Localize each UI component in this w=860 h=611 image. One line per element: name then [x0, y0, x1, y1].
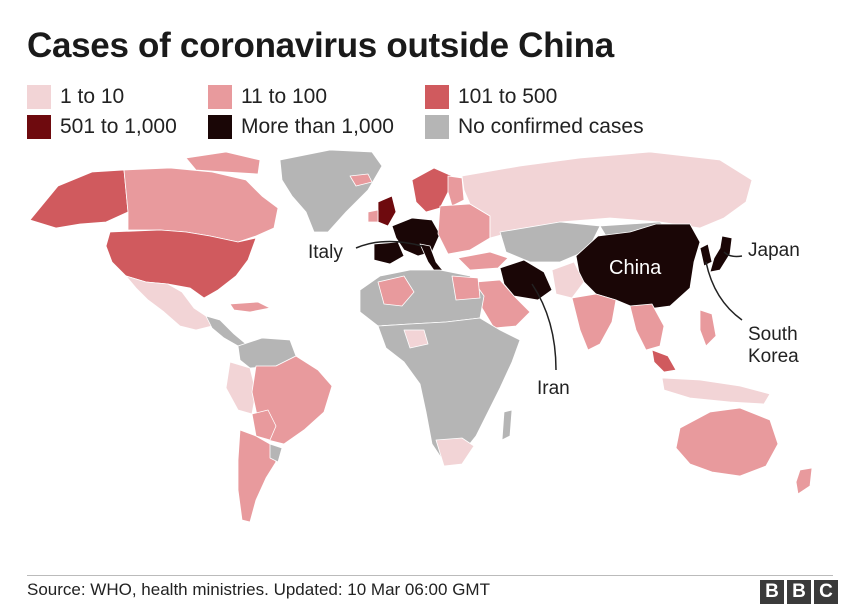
iran-label: Iran — [537, 378, 570, 399]
south-korea — [699, 243, 713, 267]
peru — [225, 361, 257, 415]
southeast-asia — [629, 303, 665, 351]
caribbean — [229, 301, 271, 313]
japan-label: Japan — [748, 240, 800, 261]
legend-swatch — [208, 85, 232, 109]
central-asia — [499, 221, 601, 263]
argentina — [237, 429, 277, 523]
italy-leader-line — [355, 240, 423, 249]
legend-item-11-to-100: 11 to 100 — [208, 84, 327, 110]
legend-swatch — [27, 115, 51, 139]
legend-label: More than 1,000 — [241, 115, 394, 138]
south-africa — [435, 437, 475, 467]
bbc-logo-letter: B — [787, 580, 811, 604]
greenland — [279, 149, 383, 233]
italy-label: Italy — [308, 242, 343, 263]
bolivia — [251, 409, 277, 441]
chart-title: Cases of coronavirus outside China — [27, 26, 614, 65]
indonesia — [661, 377, 771, 405]
legend-swatch — [425, 85, 449, 109]
new-zealand — [795, 467, 813, 495]
arabia — [475, 279, 531, 329]
india — [571, 293, 617, 351]
legend-swatch — [425, 115, 449, 139]
south-korea-label-line1: South — [748, 324, 798, 345]
algeria — [377, 275, 415, 307]
legend-label: 101 to 500 — [458, 85, 558, 108]
source-note: Source: WHO, health ministries. Updated:… — [27, 580, 490, 599]
egypt — [451, 275, 481, 301]
south-korea-leader-line — [705, 261, 743, 321]
scandinavia — [411, 167, 453, 213]
footer-divider — [27, 575, 833, 576]
canada-islands — [185, 151, 261, 175]
canada — [123, 167, 279, 243]
bbc-logo-letter: C — [814, 580, 838, 604]
pakistan — [551, 261, 585, 299]
legend-item-no-confirmed-cases: No confirmed cases — [425, 114, 644, 140]
legend-item-501-to-1000: 501 to 1,000 — [27, 114, 177, 140]
legend-label: 1 to 10 — [60, 85, 125, 108]
ireland — [367, 209, 379, 223]
china-label: China — [609, 257, 662, 279]
sub-saharan-africa — [377, 317, 521, 463]
legend-item-101-to-500: 101 to 500 — [425, 84, 557, 110]
legend-swatch — [27, 85, 51, 109]
central-america — [205, 315, 247, 347]
alaska — [29, 169, 129, 229]
legend-label: 501 to 1,000 — [60, 115, 177, 138]
legend-label: No confirmed cases — [458, 115, 644, 138]
uk — [377, 195, 397, 227]
malaysia — [651, 349, 677, 373]
iran-leader-line — [531, 283, 557, 371]
australia — [675, 407, 779, 477]
japan-leader-line — [723, 251, 743, 258]
bbc-logo-letter: B — [760, 580, 784, 604]
japan — [709, 235, 733, 273]
legend-swatch — [208, 115, 232, 139]
world-map: Italy China Japan South Korea Iran — [29, 149, 813, 523]
turkey — [457, 251, 509, 271]
legend-item-more-than-1000: More than 1,000 — [208, 114, 394, 140]
philippines — [699, 309, 717, 347]
uruguay — [269, 443, 283, 463]
russia — [461, 151, 753, 239]
legend: 1 to 10 11 to 100 101 to 500 501 to 1,00… — [27, 84, 787, 144]
legend-label: 11 to 100 — [241, 85, 328, 108]
madagascar — [501, 409, 513, 441]
finland — [447, 175, 465, 207]
bbc-logo: B B C — [760, 580, 838, 604]
iceland — [349, 173, 373, 187]
nigeria — [403, 329, 429, 349]
legend-item-1-to-10: 1 to 10 — [27, 84, 124, 110]
spain — [373, 241, 405, 265]
south-korea-label-line2: Korea — [748, 346, 799, 367]
